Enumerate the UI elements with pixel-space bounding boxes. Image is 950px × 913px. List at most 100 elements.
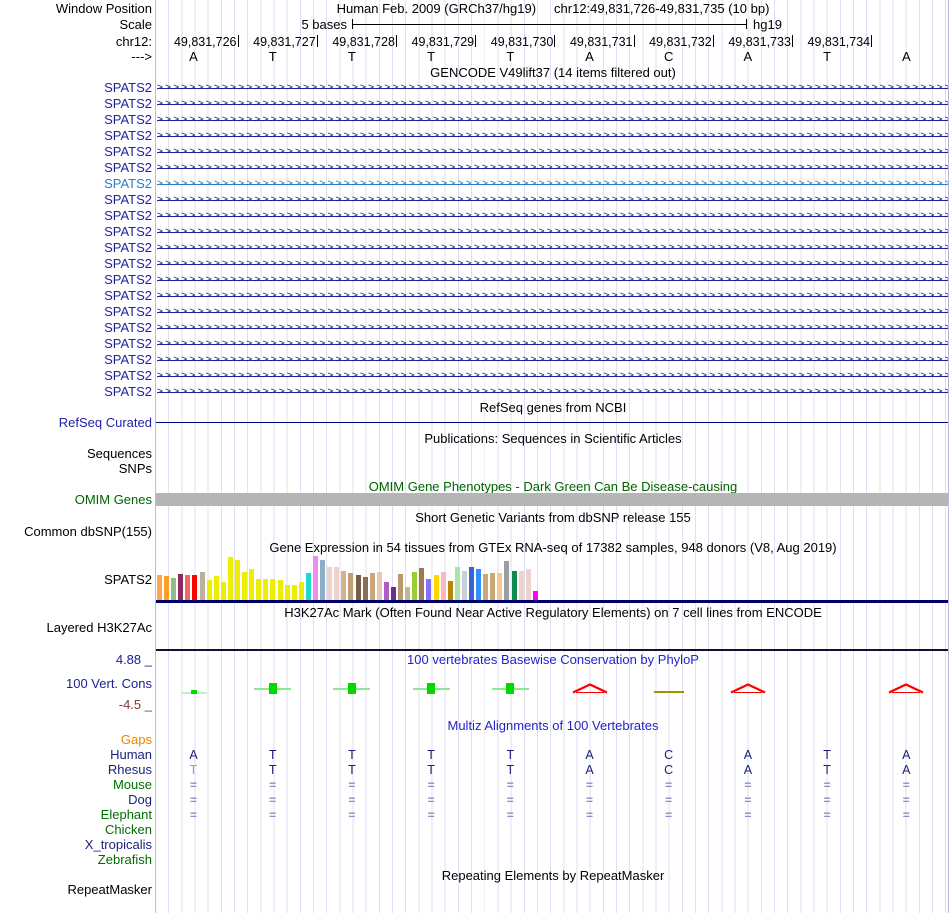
gtex-expression-bar[interactable] bbox=[206, 580, 212, 600]
gtex-expression-bar[interactable] bbox=[433, 575, 439, 600]
track-label-sequences[interactable]: Sequences bbox=[86, 446, 152, 461]
gene-model-row[interactable]: >>>>>>>>>>>>>>>>>>>>>>>>>>>>>>>>>>>>>>>>… bbox=[157, 225, 948, 239]
track-label-species-zebrafish[interactable]: Zebrafish bbox=[97, 852, 152, 867]
gene-model-row[interactable]: >>>>>>>>>>>>>>>>>>>>>>>>>>>>>>>>>>>>>>>>… bbox=[157, 321, 948, 335]
track-label-phylop[interactable]: 100 Vert. Cons bbox=[66, 676, 152, 691]
track-label-gencode-item[interactable]: SPATS2 bbox=[104, 384, 152, 399]
track-label-gencode-item[interactable]: SPATS2 bbox=[104, 160, 152, 175]
gtex-expression-bar[interactable] bbox=[171, 578, 177, 600]
gtex-expression-bar[interactable] bbox=[341, 571, 347, 600]
gtex-expression-bar[interactable] bbox=[199, 572, 205, 600]
track-title-repeatmasker[interactable]: Repeating Elements by RepeatMasker bbox=[441, 868, 665, 883]
track-title-dbsnp[interactable]: Short Genetic Variants from dbSNP releas… bbox=[415, 510, 691, 525]
gtex-expression-bar[interactable] bbox=[270, 579, 276, 600]
gene-model-row[interactable]: >>>>>>>>>>>>>>>>>>>>>>>>>>>>>>>>>>>>>>>>… bbox=[157, 353, 948, 367]
gtex-expression-bar[interactable] bbox=[419, 568, 425, 600]
gene-model-row[interactable]: >>>>>>>>>>>>>>>>>>>>>>>>>>>>>>>>>>>>>>>>… bbox=[157, 113, 948, 127]
track-label-gencode-item[interactable]: SPATS2 bbox=[104, 256, 152, 271]
track-label-gencode-item[interactable]: SPATS2 bbox=[104, 288, 152, 303]
gtex-expression-bar[interactable] bbox=[157, 575, 162, 600]
gtex-expression-bar[interactable] bbox=[461, 571, 467, 600]
gtex-expression-bar[interactable] bbox=[355, 575, 361, 600]
gtex-expression-bar[interactable] bbox=[263, 579, 269, 600]
track-label-gencode-item[interactable]: SPATS2 bbox=[104, 320, 152, 335]
track-label-species-dog[interactable]: Dog bbox=[128, 792, 152, 807]
track-label-gencode-item[interactable]: SPATS2 bbox=[104, 96, 152, 111]
gene-model-row[interactable]: >>>>>>>>>>>>>>>>>>>>>>>>>>>>>>>>>>>>>>>>… bbox=[157, 209, 948, 223]
gtex-expression-bar[interactable] bbox=[497, 573, 503, 600]
gtex-expression-bar[interactable] bbox=[504, 561, 510, 600]
gene-model-row[interactable]: >>>>>>>>>>>>>>>>>>>>>>>>>>>>>>>>>>>>>>>>… bbox=[157, 177, 948, 191]
gtex-expression-bar[interactable] bbox=[312, 556, 318, 600]
gtex-expression-bar[interactable] bbox=[447, 581, 453, 600]
gtex-expression-bar[interactable] bbox=[405, 587, 411, 600]
gtex-expression-bar[interactable] bbox=[291, 585, 297, 600]
gtex-expression-bar[interactable] bbox=[468, 567, 474, 600]
track-label-snps[interactable]: SNPs bbox=[118, 461, 152, 476]
gtex-expression-bar[interactable] bbox=[369, 573, 375, 600]
gtex-expression-bar[interactable] bbox=[256, 579, 262, 600]
refseq-gene-line[interactable] bbox=[156, 422, 948, 423]
gtex-expression-bar[interactable] bbox=[164, 576, 170, 600]
track-title-phylop[interactable]: 100 vertebrates Basewise Conservation by… bbox=[407, 652, 699, 667]
gtex-expression-bar[interactable] bbox=[234, 560, 240, 600]
track-label-gencode-item[interactable]: SPATS2 bbox=[104, 208, 152, 223]
gene-model-row[interactable]: >>>>>>>>>>>>>>>>>>>>>>>>>>>>>>>>>>>>>>>>… bbox=[157, 129, 948, 143]
track-label-species-gaps[interactable]: Gaps bbox=[120, 732, 152, 747]
gene-model-row[interactable]: >>>>>>>>>>>>>>>>>>>>>>>>>>>>>>>>>>>>>>>>… bbox=[157, 161, 948, 175]
gene-model-row[interactable]: >>>>>>>>>>>>>>>>>>>>>>>>>>>>>>>>>>>>>>>>… bbox=[157, 305, 948, 319]
track-label-gencode-item[interactable]: SPATS2 bbox=[104, 192, 152, 207]
gene-model-row[interactable]: >>>>>>>>>>>>>>>>>>>>>>>>>>>>>>>>>>>>>>>>… bbox=[157, 337, 948, 351]
track-label-species-rhesus[interactable]: Rhesus bbox=[107, 762, 152, 777]
gtex-expression-bar[interactable] bbox=[192, 575, 198, 600]
gtex-expression-bar[interactable] bbox=[305, 573, 311, 600]
gtex-expression-bar[interactable] bbox=[426, 579, 432, 600]
track-label-gencode-item[interactable]: SPATS2 bbox=[104, 272, 152, 287]
track-label-gencode-item[interactable]: SPATS2 bbox=[104, 336, 152, 351]
track-title-gtex[interactable]: Gene Expression in 54 tissues from GTEx … bbox=[269, 540, 837, 555]
gtex-expression-bar[interactable] bbox=[490, 573, 496, 600]
track-label-species-x_tropicalis[interactable]: X_tropicalis bbox=[84, 837, 152, 852]
gtex-expression-bar[interactable] bbox=[476, 569, 482, 600]
gene-model-row[interactable]: >>>>>>>>>>>>>>>>>>>>>>>>>>>>>>>>>>>>>>>>… bbox=[157, 81, 948, 95]
track-label-gencode-item[interactable]: SPATS2 bbox=[104, 176, 152, 191]
track-label-gencode-item[interactable]: SPATS2 bbox=[104, 112, 152, 127]
gtex-expression-bar[interactable] bbox=[376, 572, 382, 600]
track-label-gencode-item[interactable]: SPATS2 bbox=[104, 352, 152, 367]
gene-model-row[interactable]: >>>>>>>>>>>>>>>>>>>>>>>>>>>>>>>>>>>>>>>>… bbox=[157, 145, 948, 159]
track-label-species-human[interactable]: Human bbox=[110, 747, 152, 762]
gtex-expression-bar[interactable] bbox=[249, 569, 255, 600]
track-title-h3k27ac[interactable]: H3K27Ac Mark (Often Found Near Active Re… bbox=[284, 605, 822, 620]
gene-model-row[interactable]: >>>>>>>>>>>>>>>>>>>>>>>>>>>>>>>>>>>>>>>>… bbox=[157, 241, 948, 255]
gtex-gene-baseline[interactable] bbox=[156, 600, 948, 603]
gtex-expression-bar[interactable] bbox=[398, 574, 404, 600]
track-title-publications[interactable]: Publications: Sequences in Scientific Ar… bbox=[424, 431, 682, 446]
track-label-gencode-item[interactable]: SPATS2 bbox=[104, 304, 152, 319]
track-title-refseq[interactable]: RefSeq genes from NCBI bbox=[479, 400, 627, 415]
track-label-gtex-gene[interactable]: SPATS2 bbox=[104, 572, 152, 587]
gtex-expression-bar[interactable] bbox=[532, 591, 538, 600]
gene-model-row[interactable]: >>>>>>>>>>>>>>>>>>>>>>>>>>>>>>>>>>>>>>>>… bbox=[157, 289, 948, 303]
gtex-expression-bar[interactable] bbox=[298, 582, 304, 600]
gene-model-row[interactable]: >>>>>>>>>>>>>>>>>>>>>>>>>>>>>>>>>>>>>>>>… bbox=[157, 257, 948, 271]
gtex-expression-bar[interactable] bbox=[525, 569, 531, 600]
track-label-species-mouse[interactable]: Mouse bbox=[112, 777, 152, 792]
gene-model-row[interactable]: >>>>>>>>>>>>>>>>>>>>>>>>>>>>>>>>>>>>>>>>… bbox=[157, 273, 948, 287]
gtex-expression-bar[interactable] bbox=[220, 582, 226, 600]
gtex-expression-bar[interactable] bbox=[362, 577, 368, 600]
track-title-omim[interactable]: OMIM Gene Phenotypes - Dark Green Can Be… bbox=[368, 479, 738, 494]
gtex-expression-bar[interactable] bbox=[327, 567, 333, 600]
gtex-expression-bar[interactable] bbox=[334, 567, 340, 600]
gene-model-row[interactable]: >>>>>>>>>>>>>>>>>>>>>>>>>>>>>>>>>>>>>>>>… bbox=[157, 97, 948, 111]
track-title-gencode[interactable]: GENCODE V49lift37 (14 items filtered out… bbox=[430, 65, 676, 80]
omim-gene-bar[interactable] bbox=[156, 493, 948, 506]
gtex-expression-bar[interactable] bbox=[348, 573, 354, 600]
track-label-omim[interactable]: OMIM Genes bbox=[74, 492, 152, 507]
gene-model-row[interactable]: >>>>>>>>>>>>>>>>>>>>>>>>>>>>>>>>>>>>>>>>… bbox=[157, 369, 948, 383]
track-label-refseq[interactable]: RefSeq Curated bbox=[58, 415, 152, 430]
gtex-expression-bar[interactable] bbox=[227, 557, 233, 600]
gtex-expression-bar[interactable] bbox=[242, 572, 248, 600]
track-label-gencode-item[interactable]: SPATS2 bbox=[104, 80, 152, 95]
gtex-expression-bar[interactable] bbox=[390, 587, 396, 600]
track-label-gencode-item[interactable]: SPATS2 bbox=[104, 224, 152, 239]
